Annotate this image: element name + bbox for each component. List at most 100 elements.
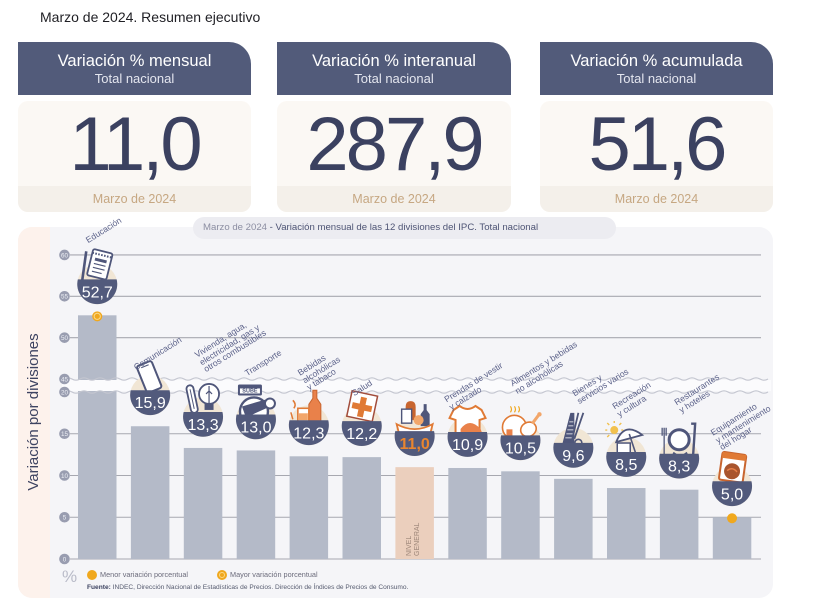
card-header: Variación % acumulada Total nacional xyxy=(540,42,773,95)
bar-transporte xyxy=(236,450,276,559)
badge-bowl xyxy=(341,421,382,446)
umbrella-sun-icon xyxy=(605,421,645,456)
page-title: Marzo de 2024. Resumen ejecutivo xyxy=(40,9,261,25)
value-badge: 12,3 xyxy=(288,389,329,446)
card-header: Variación % interanual Total nacional xyxy=(277,42,511,95)
value-badge: 13,3 xyxy=(183,383,224,437)
bar-bebidas xyxy=(289,456,329,559)
value-badge: 12,2 xyxy=(341,389,382,447)
y-tick-marker xyxy=(59,428,70,440)
icon-shape xyxy=(531,414,540,425)
card-title: Variación % interanual xyxy=(312,52,476,70)
badge-bowl xyxy=(606,452,647,477)
y-tick-marker xyxy=(59,373,70,385)
bar-comunicacion xyxy=(130,426,170,559)
y-tick-marker xyxy=(59,386,70,398)
legend-min-dot-icon xyxy=(87,570,97,580)
icon-shape xyxy=(628,433,638,456)
value-label: 5,0 xyxy=(721,486,743,503)
source-note: Fuente: INDEC, Dirección Nacional de Est… xyxy=(87,584,408,592)
unit-symbol: % xyxy=(62,567,78,586)
source-text: INDEC, Dirección Nacional de Estadística… xyxy=(112,584,409,591)
value-label: 11,0 xyxy=(400,436,430,453)
y-tick-marker xyxy=(59,553,70,565)
bar-educacion xyxy=(78,315,117,559)
icon-shape xyxy=(565,421,574,439)
card-subtitle: Total nacional xyxy=(94,71,175,86)
category-label-nivel-general: NIVEL GENERAL xyxy=(406,522,421,556)
card-period: Marzo de 2024 xyxy=(540,186,773,212)
icon-shape xyxy=(509,405,521,413)
value-badge: 52,7 xyxy=(77,248,118,305)
legend-max-ring-icon xyxy=(217,570,227,580)
y-tick-marker xyxy=(59,249,70,261)
card-body: 51,6 Marzo de 2024 xyxy=(540,101,773,212)
icon-shape xyxy=(610,426,619,435)
icon-shape xyxy=(460,422,483,434)
min-variation-marker xyxy=(727,513,738,524)
icon-shape xyxy=(92,251,113,259)
y-tick-label: 55 xyxy=(61,294,69,301)
badge-bowl xyxy=(659,453,700,479)
value-badge: 8,5 xyxy=(605,421,647,478)
icon-shape xyxy=(239,388,260,394)
bar-salud xyxy=(342,457,381,559)
badge-bowl xyxy=(553,442,594,468)
icon-shape xyxy=(189,389,195,409)
badge-bowl xyxy=(394,431,435,457)
value-label: 12,3 xyxy=(293,425,324,442)
y-tick-label: 0 xyxy=(63,556,67,563)
icon-shape xyxy=(241,399,268,418)
value-badge: 10,5 xyxy=(500,405,542,461)
icon-shape xyxy=(298,413,308,421)
chart-side-strip xyxy=(18,227,50,598)
medical-cross-icon xyxy=(345,389,379,423)
y-tick-label: 60 xyxy=(61,252,69,259)
axis-break-band xyxy=(62,380,771,391)
badge-bowl xyxy=(235,414,276,440)
legend-min-label: Menor variación porcentual xyxy=(100,570,189,579)
book-icon xyxy=(80,248,114,281)
icon-shape xyxy=(351,396,373,418)
value-label: 8,5 xyxy=(615,457,637,474)
bar-vivienda xyxy=(183,447,223,559)
y-tick-label: 5 xyxy=(63,515,67,522)
axis-break-wave xyxy=(63,390,769,394)
icon-shape xyxy=(93,262,106,267)
badge-bowl xyxy=(183,411,224,437)
icon-shape xyxy=(345,389,379,423)
value-label: 12,2 xyxy=(346,426,377,443)
max-variation-marker-ring xyxy=(93,312,101,320)
icon-shape xyxy=(724,463,741,480)
card-title: Variación % mensual xyxy=(57,52,212,70)
icon-shape xyxy=(400,408,413,424)
icon-shape xyxy=(86,248,114,281)
card-period: Marzo de 2024 xyxy=(277,186,511,212)
value-label: 52,7 xyxy=(82,284,113,301)
value-badges: 52,7 15,9 13,3 SUBE 13,0 12,3 12,2 11,0 10,9 10,5… xyxy=(77,248,753,507)
value-label: 10,5 xyxy=(505,440,536,457)
legend-max-label: Mayor variación porcentual xyxy=(230,570,318,579)
card-subtitle: Total nacional xyxy=(616,71,697,86)
icon-shape xyxy=(605,421,624,438)
card-accumulated-variation: Variación % acumulada Total nacional 51,… xyxy=(540,42,773,212)
card-title: Variación % acumulada xyxy=(570,52,743,70)
icon-shape xyxy=(80,251,88,281)
icon-shape xyxy=(667,428,691,452)
badge-bowl xyxy=(288,420,329,446)
value-label: 13,0 xyxy=(240,419,271,436)
icon-shape xyxy=(718,451,748,484)
y-tick-marker xyxy=(59,511,70,523)
card-header: Variación % mensual Total nacional xyxy=(18,42,251,95)
icon-shape xyxy=(661,427,667,455)
icon-shape xyxy=(92,266,105,271)
badge-bowl xyxy=(712,481,753,507)
bars xyxy=(78,315,752,559)
card-subtitle: Total nacional xyxy=(354,71,434,86)
y-tick-label: 10 xyxy=(61,473,69,480)
value-badge: 11,0 xyxy=(394,401,435,457)
bar-restaurantes xyxy=(659,489,699,559)
value-label: 15,9 xyxy=(135,395,166,412)
icon-shape xyxy=(204,402,214,410)
